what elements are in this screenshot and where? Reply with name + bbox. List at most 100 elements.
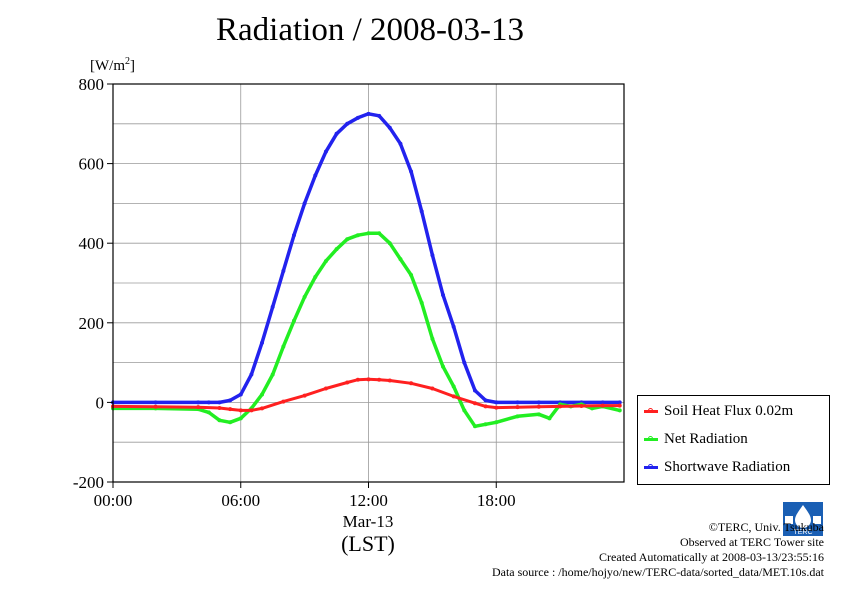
data-point (462, 360, 467, 365)
data-point (323, 259, 328, 264)
data-point (302, 294, 307, 299)
x-tick-label: 00:00 (94, 491, 133, 510)
logo-text: TERC (793, 529, 812, 536)
x-tick-label: 18:00 (477, 491, 516, 510)
data-point (387, 241, 392, 246)
data-point (536, 412, 541, 417)
legend-swatch-shortwave-radiation (644, 463, 658, 469)
data-point (472, 401, 477, 406)
data-point (536, 400, 541, 405)
y-tick-label: 800 (79, 75, 105, 94)
data-point (472, 424, 477, 429)
series-line-shortwave-radiation (111, 112, 622, 405)
data-point (281, 269, 286, 274)
date-label: Mar-13 (343, 512, 394, 531)
terc-logo: TERC (783, 502, 823, 536)
legend-item-soil-heat-flux: Soil Heat Flux 0.02m (644, 401, 793, 421)
data-point (217, 400, 222, 405)
legend-label-soil-heat-flux: Soil Heat Flux 0.02m (664, 402, 794, 419)
data-point (377, 377, 382, 382)
data-point (345, 380, 350, 385)
data-point (260, 340, 265, 345)
data-point (153, 400, 158, 405)
y-tick-label: 400 (79, 234, 105, 253)
data-point (291, 233, 296, 238)
data-point (472, 388, 477, 393)
data-point (217, 405, 222, 410)
data-point (558, 404, 563, 409)
source-text: Data source : /home/hojyo/new/TERC-data/… (491, 565, 824, 579)
data-point (249, 372, 254, 377)
data-point (238, 416, 243, 421)
data-point (238, 408, 243, 413)
data-point (334, 131, 339, 136)
data-point (196, 400, 201, 405)
data-point (377, 231, 382, 236)
legend-label-net-radiation: Net Radiation (664, 430, 748, 447)
data-point (536, 404, 541, 409)
data-point (323, 386, 328, 391)
data-point (462, 408, 467, 413)
x-axis-label: (LST) (341, 531, 395, 556)
legend-label-shortwave-radiation: Shortwave Radiation (664, 458, 791, 475)
created-text: Created Automatically at 2008-03-13/23:5… (599, 550, 824, 564)
data-point (617, 408, 622, 413)
data-point (355, 377, 360, 382)
data-point (228, 398, 233, 403)
data-point (281, 399, 286, 404)
data-point (334, 247, 339, 252)
data-point (419, 300, 424, 305)
data-point (355, 233, 360, 238)
data-point (270, 372, 275, 377)
series-line-soil-heat-flux-0-02m (111, 377, 622, 412)
legend-item-shortwave-radiation: Shortwave Radiation (644, 457, 790, 477)
data-point (409, 169, 414, 174)
data-point (228, 407, 233, 412)
series-line-net-radiation (111, 231, 622, 429)
data-point (249, 408, 254, 413)
data-point (217, 418, 222, 423)
data-point (260, 392, 265, 397)
x-tick-label: 12:00 (349, 491, 388, 510)
data-point (345, 237, 350, 242)
data-point (483, 404, 488, 409)
data-point (270, 304, 275, 309)
data-point (483, 398, 488, 403)
data-point (430, 336, 435, 341)
data-point (451, 384, 456, 389)
y-axis-label: [W/m2] (90, 56, 135, 74)
data-point (302, 393, 307, 398)
data-point (206, 400, 211, 405)
data-point (494, 405, 499, 410)
data-point (617, 403, 622, 408)
data-point (430, 253, 435, 258)
legend-item-net-radiation: Net Radiation (644, 429, 748, 449)
data-point (451, 324, 456, 329)
data-point (409, 381, 414, 386)
data-point (313, 173, 318, 178)
data-point (345, 121, 350, 126)
data-point (579, 403, 584, 408)
data-point (494, 400, 499, 405)
data-point (153, 404, 158, 409)
site-text: Observed at TERC Tower site (679, 535, 824, 549)
legend: Soil Heat Flux 0.02m Net Radiation Short… (637, 395, 830, 485)
x-tick-label: 06:00 (221, 491, 260, 510)
data-point (430, 386, 435, 391)
data-point (377, 113, 382, 118)
data-point (366, 377, 371, 382)
data-point (291, 318, 296, 323)
data-point (409, 273, 414, 278)
credits: ©TERC, Univ. Tsukuba Observed at TERC To… (492, 520, 824, 580)
data-point (515, 400, 520, 405)
data-point (494, 420, 499, 425)
data-point (366, 111, 371, 116)
data-point (228, 420, 233, 425)
data-point (441, 364, 446, 369)
data-point (206, 410, 211, 415)
data-point (281, 344, 286, 349)
data-point (600, 403, 605, 408)
data-point (355, 115, 360, 120)
data-point (387, 125, 392, 130)
data-point (515, 414, 520, 419)
